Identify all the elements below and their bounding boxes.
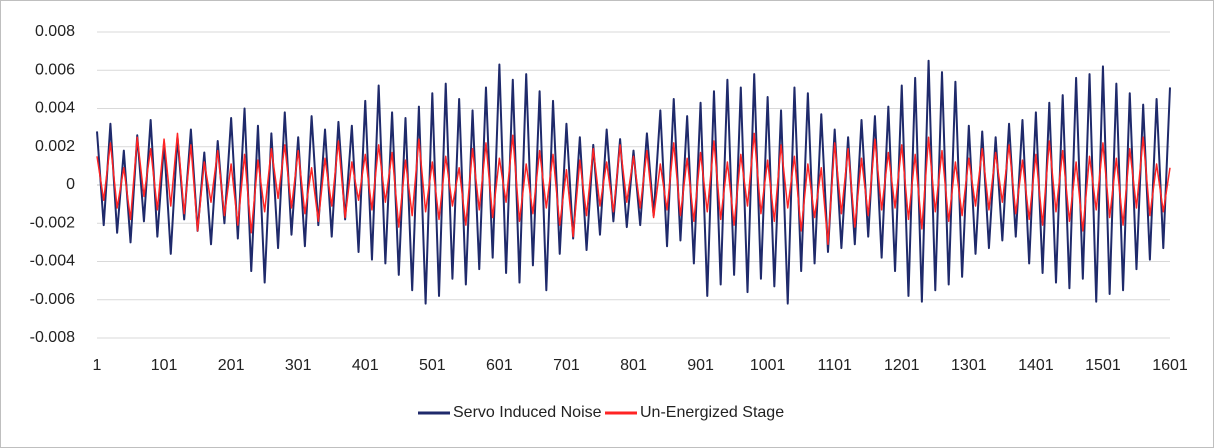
y-tick-label: -0.006 [30,291,75,308]
x-tick-label: 1601 [1152,357,1188,374]
y-tick-label: -0.002 [30,214,75,231]
x-tick-label: 101 [151,357,178,374]
x-tick-label: 1401 [1018,357,1054,374]
y-tick-label: 0 [66,176,75,193]
series-line [96,59,1171,305]
x-tick-label: 1001 [750,357,786,374]
series-line [96,132,1171,246]
x-tick-label: 1101 [817,357,852,374]
x-tick-label: 801 [620,357,647,374]
y-tick-label: -0.008 [30,329,75,346]
x-tick-label: 701 [553,357,580,374]
y-tick-label: 0.004 [35,100,75,117]
y-tick-label: 0.002 [35,138,75,155]
x-tick-label: 301 [285,357,312,374]
x-tick-label: 201 [218,357,245,374]
x-tick-label: 1501 [1085,357,1121,374]
y-tick-label: 0.006 [35,61,75,78]
legend-label: Servo Induced Noise [453,404,602,421]
x-tick-label: 1301 [951,357,987,374]
x-tick-label: 901 [687,357,714,374]
y-tick-label: 0.008 [35,23,75,40]
x-tick-label: 1 [93,357,102,374]
x-tick-label: 601 [486,357,513,374]
y-tick-label: -0.004 [30,253,75,270]
x-tick-label: 501 [419,357,446,374]
x-tick-label: 401 [352,357,379,374]
x-tick-label: 1201 [884,357,920,374]
legend-label: Un-Energized Stage [640,404,784,421]
